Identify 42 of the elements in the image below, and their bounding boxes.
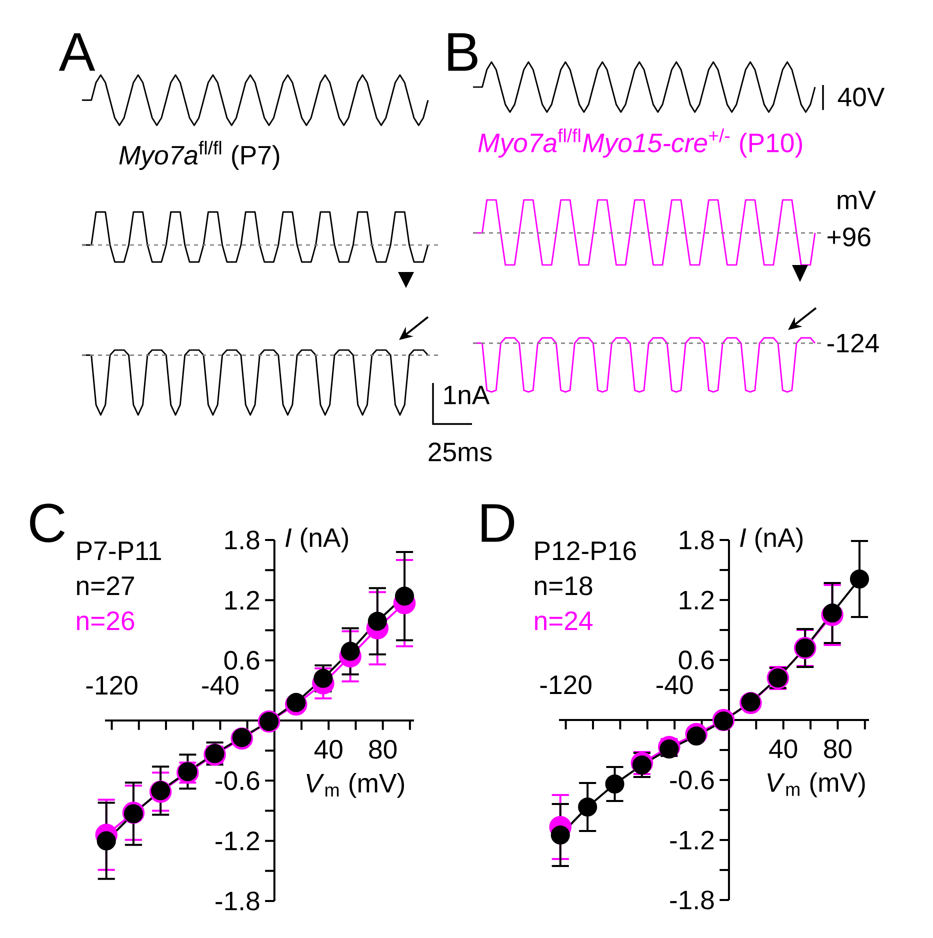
text: n=27 [77, 576, 134, 595]
y-tick-label: -0.6 [670, 770, 714, 790]
annotation: B [448, 33, 478, 71]
text: C [30, 504, 65, 542]
x2-tick-label: -120 [540, 675, 592, 694]
x-tick-label: 80 [369, 740, 397, 759]
y-axis-title: I (nA) [285, 528, 348, 552]
text: 40V [838, 88, 885, 106]
text: -124 [827, 334, 879, 352]
y-tick-label: -1.8 [670, 890, 714, 910]
text: n=26 [77, 611, 134, 630]
text: D [482, 504, 514, 542]
y-tick-label: -0.6 [216, 771, 260, 790]
y-tick-label: -1.2 [216, 832, 260, 850]
text: n=18 [535, 576, 592, 596]
chart-subtitle: P7-P11 [77, 542, 161, 560]
x2-tick-label: -40 [656, 675, 693, 694]
text: mV [838, 190, 876, 210]
y-tick-label: 1.2 [680, 590, 714, 610]
y-tick-label: 0.6 [224, 650, 260, 670]
annotation: 1nA [444, 386, 490, 404]
text: Myo7a$^{fl/fl}$Myo15-cre$^{+/-}$ (P10) [478, 128, 802, 158]
text: A [58, 33, 96, 71]
x-axis-title: V$_{m}$ (mV) [768, 772, 865, 798]
x2-tick-label: -40 [202, 676, 238, 695]
y-tick-label: 0.6 [678, 650, 714, 670]
y-tick-label: 1.8 [680, 530, 714, 550]
y-tick-label: 1.8 [225, 530, 260, 550]
y-tick-label: 1.2 [225, 590, 260, 610]
x-tick-label: 40 [769, 739, 798, 758]
y-axis-title: I (nA) [740, 528, 803, 552]
chart-subtitle: P12-P16 [535, 541, 636, 560]
x-tick-label: 40 [314, 740, 342, 759]
y-tick-label: -1.8 [216, 892, 260, 910]
text: n=24 [535, 611, 593, 630]
y-tick-label: -1.2 [670, 830, 714, 850]
x2-tick-label: -120 [86, 676, 138, 695]
text: +96 [828, 228, 870, 246]
text: Myo7a$^{fl/fl}$ (P7) [119, 140, 280, 170]
x-tick-label: 80 [824, 739, 852, 758]
text: 25ms [428, 442, 492, 462]
x-axis-title: V$_{m}$ (mV) [306, 773, 404, 798]
